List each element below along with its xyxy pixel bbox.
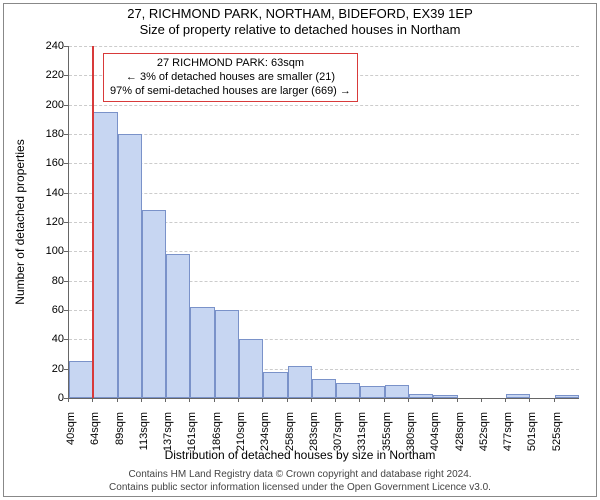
xtick-mark: [189, 398, 190, 402]
histogram-bar: [312, 379, 336, 398]
chart-container: 27, RICHMOND PARK, NORTHAM, BIDEFORD, EX…: [0, 0, 600, 500]
ytick-label: 20: [34, 363, 64, 375]
ytick-mark: [64, 339, 68, 340]
histogram-bar: [239, 339, 263, 398]
histogram-bar: [263, 372, 287, 398]
info-line-property: 27 RICHMOND PARK: 63sqm: [110, 57, 351, 71]
ytick-label: 220: [34, 69, 64, 81]
info-line-smaller: ← 3% of detached houses are smaller (21): [110, 71, 351, 85]
ytick-mark: [64, 251, 68, 252]
marker-info-box: 27 RICHMOND PARK: 63sqm ← 3% of detached…: [103, 53, 358, 102]
xtick-mark: [335, 398, 336, 402]
histogram-bar: [93, 112, 117, 398]
xtick-mark: [554, 398, 555, 402]
histogram-bar: [142, 210, 166, 398]
xtick-mark: [481, 398, 482, 402]
histogram-bar: [118, 134, 142, 398]
xtick-mark: [117, 398, 118, 402]
histogram-bar: [166, 254, 190, 398]
xtick-mark: [262, 398, 263, 402]
histogram-bar: [190, 307, 214, 398]
ytick-label: 60: [34, 304, 64, 316]
gridline: [69, 46, 579, 47]
marker-line: [92, 46, 94, 398]
ytick-mark: [64, 46, 68, 47]
x-axis-label: Distribution of detached houses by size …: [0, 448, 600, 462]
xtick-mark: [432, 398, 433, 402]
ytick-label: 240: [34, 40, 64, 52]
xtick-mark: [68, 398, 69, 402]
ytick-label: 80: [34, 275, 64, 287]
xtick-mark: [214, 398, 215, 402]
xtick-mark: [287, 398, 288, 402]
histogram-bar: [385, 385, 409, 398]
ytick-label: 160: [34, 157, 64, 169]
gridline: [69, 134, 579, 135]
ytick-label: 180: [34, 128, 64, 140]
histogram-bar: [409, 394, 433, 398]
credit-line-1: Contains HM Land Registry data © Crown c…: [0, 468, 600, 481]
ytick-label: 100: [34, 245, 64, 257]
xtick-mark: [92, 398, 93, 402]
histogram-bar: [69, 361, 93, 398]
xtick-mark: [238, 398, 239, 402]
y-axis-label: Number of detached properties: [13, 139, 27, 304]
gridline: [69, 193, 579, 194]
xtick-mark: [311, 398, 312, 402]
chart-title: 27, RICHMOND PARK, NORTHAM, BIDEFORD, EX…: [0, 6, 600, 21]
xtick-mark: [165, 398, 166, 402]
chart-subtitle: Size of property relative to detached ho…: [0, 22, 600, 37]
gridline: [69, 105, 579, 106]
xtick-mark: [505, 398, 506, 402]
ytick-label: 0: [34, 392, 64, 404]
credits: Contains HM Land Registry data © Crown c…: [0, 468, 600, 494]
histogram-bar: [433, 395, 457, 398]
xtick-mark: [408, 398, 409, 402]
histogram-bar: [360, 386, 384, 398]
xtick-mark: [457, 398, 458, 402]
ytick-mark: [64, 163, 68, 164]
histogram-bar: [555, 395, 579, 398]
histogram-bar: [215, 310, 239, 398]
histogram-bar: [506, 394, 530, 398]
ytick-mark: [64, 134, 68, 135]
xtick-mark: [529, 398, 530, 402]
ytick-mark: [64, 369, 68, 370]
ytick-label: 120: [34, 216, 64, 228]
ytick-mark: [64, 222, 68, 223]
ytick-mark: [64, 105, 68, 106]
credit-line-2: Contains public sector information licen…: [0, 481, 600, 494]
ytick-mark: [64, 310, 68, 311]
xtick-mark: [141, 398, 142, 402]
xtick-mark: [384, 398, 385, 402]
ytick-mark: [64, 193, 68, 194]
ytick-label: 40: [34, 333, 64, 345]
histogram-bar: [336, 383, 360, 398]
ytick-mark: [64, 281, 68, 282]
gridline: [69, 163, 579, 164]
ytick-label: 200: [34, 99, 64, 111]
ytick-label: 140: [34, 187, 64, 199]
ytick-mark: [64, 75, 68, 76]
histogram-bar: [288, 366, 312, 398]
xtick-mark: [359, 398, 360, 402]
info-line-larger: 97% of semi-detached houses are larger (…: [110, 85, 351, 99]
